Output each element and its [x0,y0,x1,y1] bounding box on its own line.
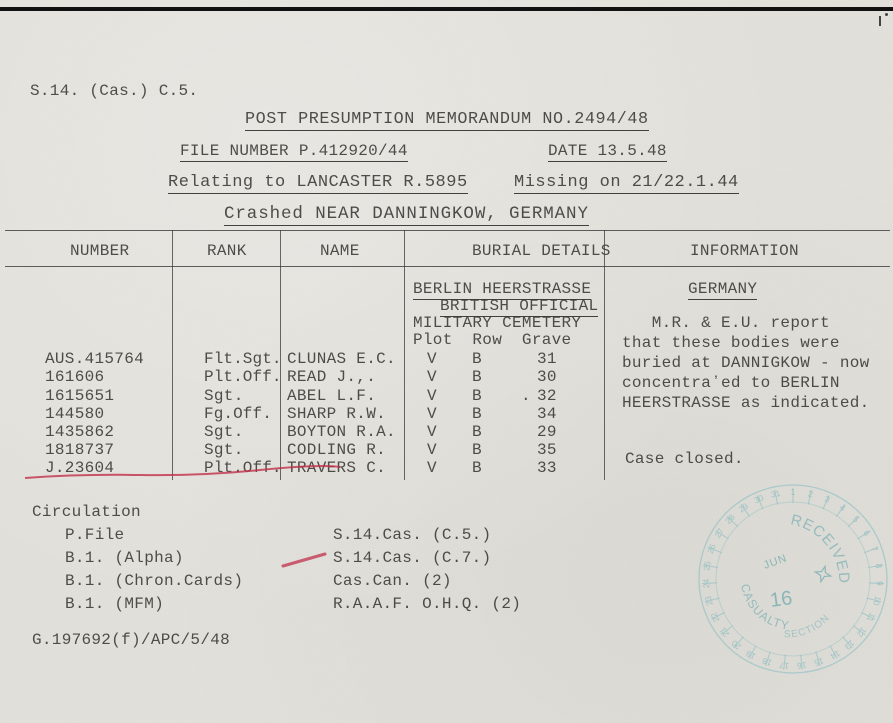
svg-text:1: 1 [791,487,796,497]
svg-text:RECEIVED: RECEIVED [789,511,853,584]
svg-text:25: 25 [701,560,712,571]
svg-text:9: 9 [875,581,885,586]
svg-text:7: 7 [869,545,880,553]
svg-text:24: 24 [701,578,711,588]
svg-text:SECTION: SECTION [784,612,832,640]
svg-text:16: 16 [769,587,794,612]
svg-text:JUN: JUN [762,552,789,572]
svg-text:18: 18 [761,656,773,668]
svg-text:30: 30 [752,492,765,505]
svg-text:2: 2 [807,488,814,499]
svg-text:10: 10 [871,595,883,607]
svg-text:16: 16 [796,660,807,671]
svg-text:22: 22 [708,611,721,624]
svg-text:31: 31 [770,488,782,500]
svg-text:11: 11 [865,611,878,624]
svg-text:26: 26 [705,542,718,555]
svg-text:3: 3 [823,494,832,505]
svg-text:8: 8 [874,563,885,569]
svg-text:6: 6 [861,528,872,538]
svg-text:23: 23 [703,595,715,607]
svg-text:15: 15 [813,656,825,668]
svg-text:17: 17 [779,660,790,671]
